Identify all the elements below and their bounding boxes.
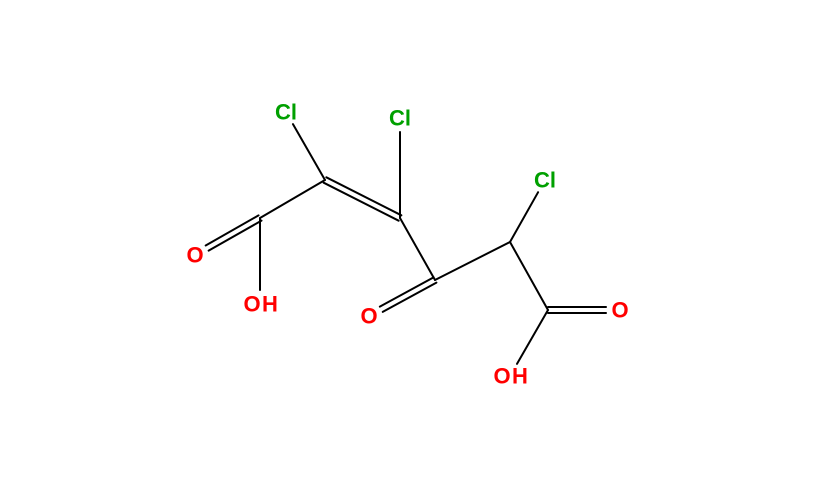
atom-label-cl: Cl [389, 106, 411, 131]
molecule-diagram: OOHClClOClOOH [0, 0, 830, 500]
bond [510, 242, 548, 310]
svg-text:H: H [512, 364, 528, 389]
atom-label: O [611, 298, 628, 323]
bond [260, 180, 325, 218]
bond [326, 177, 401, 215]
svg-text:O: O [243, 292, 260, 317]
bond [209, 221, 262, 251]
atom-label-oh: OH [493, 364, 528, 389]
svg-text:O: O [493, 364, 510, 389]
bond [324, 183, 399, 221]
atom-label: O [360, 304, 377, 329]
atom-label: O [186, 243, 203, 268]
bond [380, 277, 434, 306]
svg-text:H: H [262, 292, 278, 317]
bond [435, 242, 510, 280]
bond [206, 215, 259, 245]
atom-label-cl: Cl [534, 168, 556, 193]
bond [400, 218, 435, 280]
atom-label-oh: OH [243, 292, 278, 317]
bond [510, 192, 538, 242]
bond [383, 283, 437, 312]
atom-label-cl: Cl [275, 100, 297, 125]
bond [293, 124, 325, 180]
bond [517, 310, 548, 364]
